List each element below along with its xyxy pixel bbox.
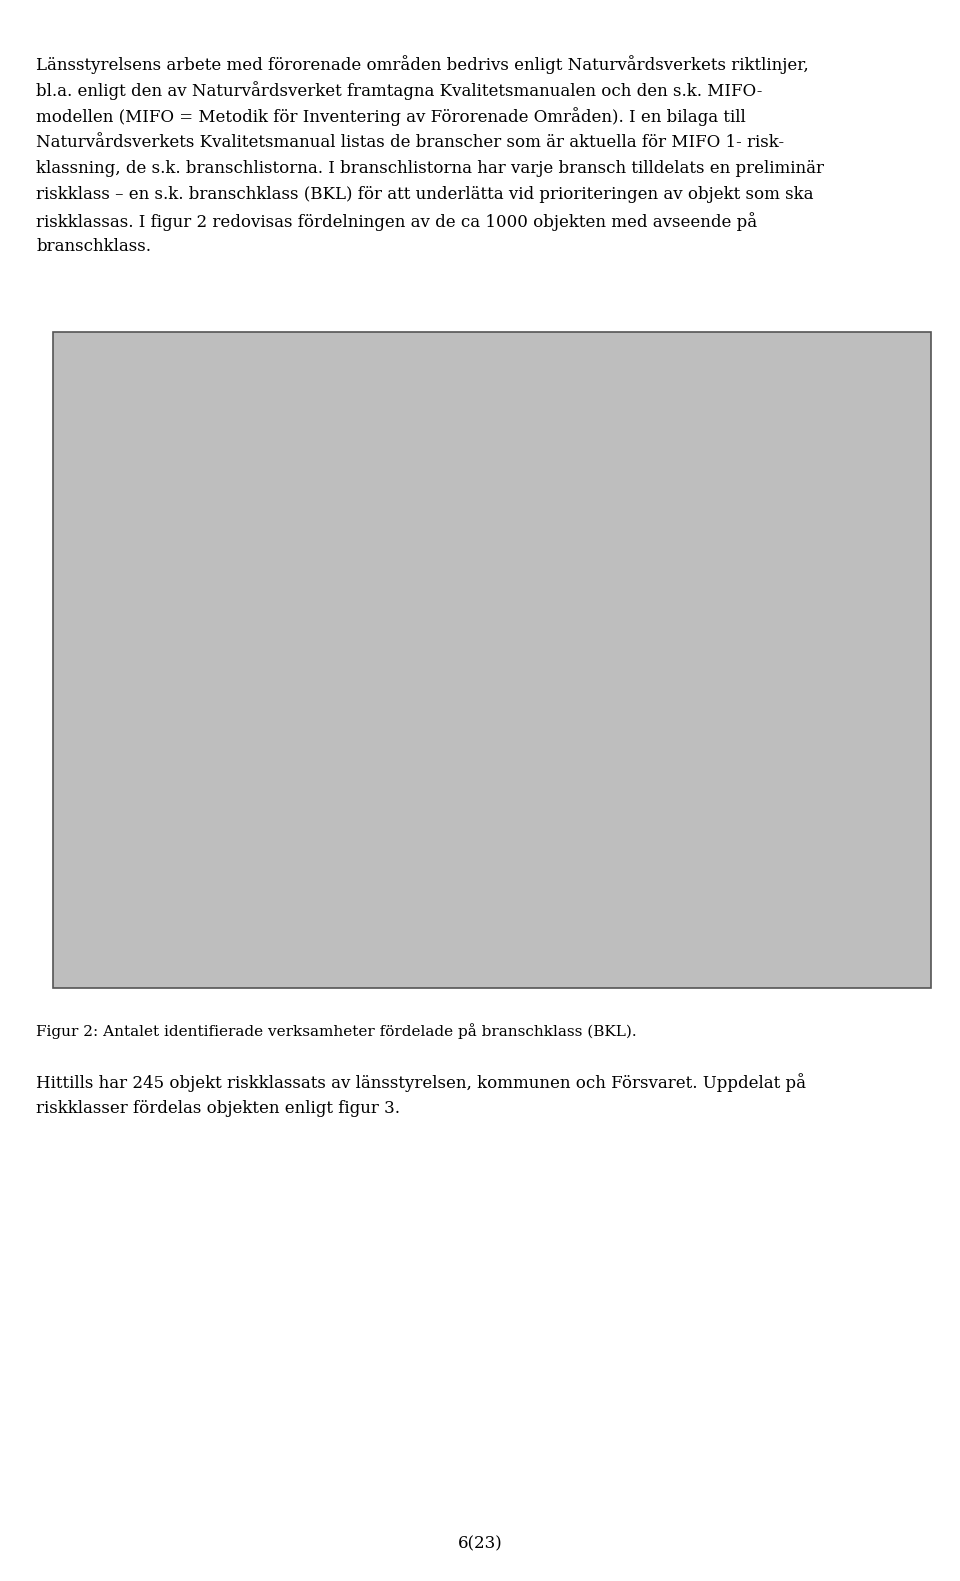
Bar — [699, 802, 799, 901]
Text: 424: 424 — [554, 640, 582, 655]
Bar — [517, 413, 617, 901]
Polygon shape — [517, 400, 636, 413]
Polygon shape — [156, 881, 274, 895]
Polygon shape — [799, 789, 817, 901]
Text: branschklass.: branschklass. — [36, 239, 152, 255]
Text: bl.a. enligt den av Naturvårdsverket framtagna Kvalitetsmanualen och den s.k. MI: bl.a. enligt den av Naturvårdsverket fra… — [36, 81, 763, 100]
Text: 6(23): 6(23) — [458, 1535, 502, 1553]
Text: 6: 6 — [201, 890, 210, 906]
Text: klassning, de s.k. branschlistorna. I branschlistorna har varje bransch tilldela: klassning, de s.k. branschlistorna. I br… — [36, 160, 825, 177]
Polygon shape — [255, 881, 274, 901]
Polygon shape — [699, 789, 817, 802]
Polygon shape — [337, 375, 454, 389]
Text: modellen (MIFO = Metodik för Inventering av Förorenade Områden). I en bilaga til: modellen (MIFO = Metodik för Inventering… — [36, 108, 746, 126]
Bar — [156, 895, 255, 901]
Polygon shape — [617, 400, 636, 901]
Text: riskklasser fördelas objekten enligt figur 3.: riskklasser fördelas objekten enligt fig… — [36, 1100, 400, 1116]
Polygon shape — [137, 896, 835, 911]
Text: Figur 2: Antalet identifierade verksamheter fördelade på branschklass (BKL).: Figur 2: Antalet identifierade verksamhe… — [36, 1023, 637, 1039]
Text: 86: 86 — [739, 843, 758, 857]
Text: 445: 445 — [372, 628, 400, 642]
Text: Hittills har 245 objekt riskklassats av länsstyrelsen, kommunen och Försvaret. U: Hittills har 245 objekt riskklassats av … — [36, 1073, 806, 1092]
Polygon shape — [436, 375, 454, 901]
Text: Länsstyrelsens arbete med förorenade områden bedrivs enligt Naturvårdsverkets ri: Länsstyrelsens arbete med förorenade omr… — [36, 55, 809, 74]
Text: riskklass – en s.k. branschklass (BKL) för att underlätta vid prioriteringen av : riskklass – en s.k. branschklass (BKL) f… — [36, 187, 814, 202]
Bar — [337, 389, 436, 901]
Text: Naturvårdsverkets Kvalitetsmanual listas de branscher som är aktuella för MIFO 1: Naturvårdsverkets Kvalitetsmanual listas… — [36, 133, 784, 150]
Text: riskklassas. I figur 2 redovisas fördelningen av de ca 1000 objekten med avseend: riskklassas. I figur 2 redovisas fördeln… — [36, 212, 757, 231]
